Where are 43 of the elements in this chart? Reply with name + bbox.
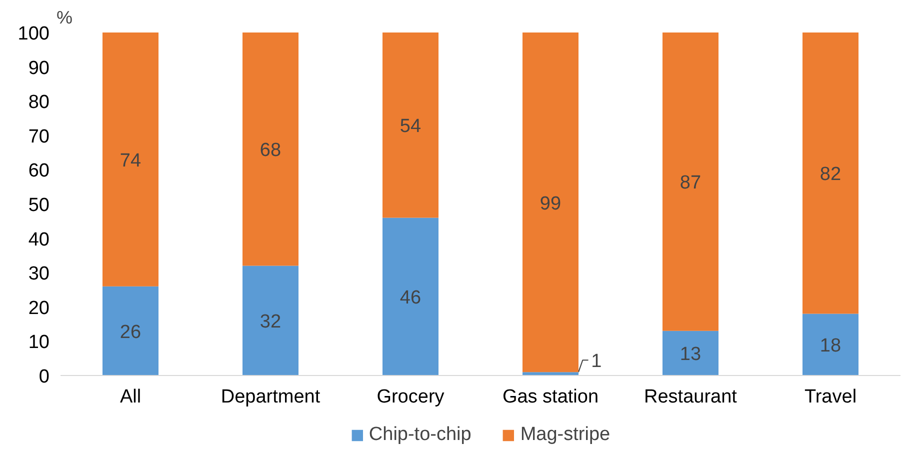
data-label: 99 [540,193,562,214]
legend-label: Chip-to-chip [368,424,472,446]
data-label: 18 [820,336,842,357]
data-label: 68 [260,140,282,162]
data-label: 13 [680,344,702,366]
bar [662,32,718,331]
x-tick-label: Restaurant [644,386,738,408]
x-tick-label: Gas station [502,386,599,408]
y-tick-label: 80 [28,92,50,114]
data-label: 32 [260,312,282,333]
data-label: 26 [120,322,142,343]
data-label: 87 [680,172,702,194]
bar [802,314,858,376]
bar [382,32,438,218]
y-tick-label: 100 [18,24,50,44]
x-tick-label: Grocery [376,386,445,408]
y-tick-label: 70 [28,126,50,148]
bar [102,286,158,376]
y-tick-label: 0 [38,366,50,388]
y-tick-label: 50 [28,195,50,216]
x-tick-label: Department [220,386,321,408]
y-tick-label: 40 [28,229,50,250]
data-label: 1 [591,351,602,372]
y-tick-label: 60 [28,160,50,182]
bar [242,266,298,376]
data-label: 46 [400,288,422,309]
y-axis-title: % [56,8,73,28]
y-tick-label: 10 [28,332,50,354]
y-tick-label: 90 [28,58,50,79]
data-label: 74 [120,150,142,172]
bar [102,32,158,286]
bar [382,218,438,376]
data-label: 82 [820,164,842,186]
bar [242,32,298,266]
legend-label: Mag-stripe [520,424,610,446]
y-tick-label: 30 [28,264,50,285]
bar [522,32,578,372]
x-tick-label: Travel [804,386,857,408]
x-tick-label: All [120,386,142,408]
y-tick-label: 20 [28,298,50,319]
data-label: 54 [400,116,422,138]
bar [802,32,858,314]
bar [662,330,718,376]
